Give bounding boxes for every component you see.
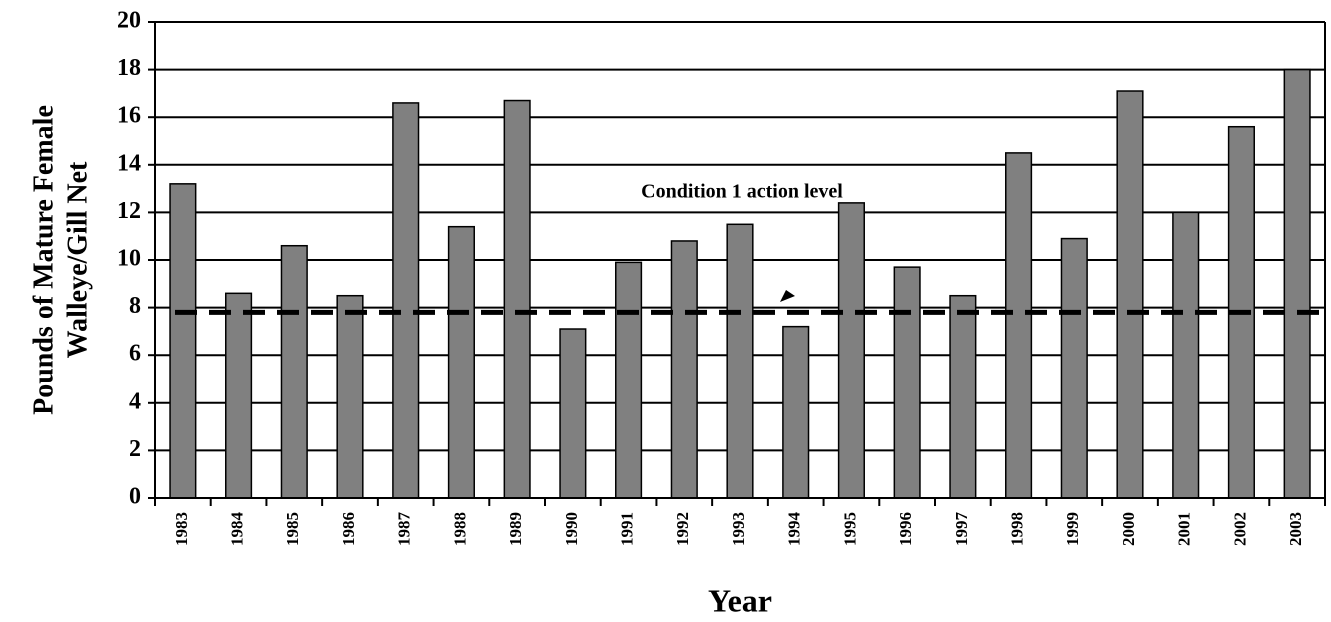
- x-tick-label: 2003: [1286, 512, 1305, 546]
- y-tick-label: 18: [117, 55, 141, 81]
- x-tick-label: 1984: [227, 512, 246, 547]
- x-tick-label: 1999: [1063, 512, 1082, 546]
- x-tick-label: 1988: [450, 512, 469, 546]
- y-tick-label: 6: [129, 341, 141, 367]
- x-tick-label: 1992: [673, 512, 692, 546]
- y-tick-label: 2: [129, 436, 141, 462]
- y-tick-label: 16: [117, 103, 141, 129]
- x-tick-label: 1990: [562, 512, 581, 546]
- y-tick-label: 4: [129, 388, 141, 414]
- x-tick-label: 1993: [729, 512, 748, 546]
- y-tick-label: 10: [117, 246, 141, 272]
- bar: [782, 325, 810, 499]
- x-tick-label: 2002: [1230, 512, 1249, 546]
- bar: [837, 202, 865, 499]
- bar: [225, 292, 253, 499]
- bar: [1060, 237, 1088, 499]
- y-tick-label: 14: [117, 150, 141, 176]
- bar: [726, 223, 754, 499]
- annotation-arrow: [780, 290, 795, 302]
- x-tick-label: 1996: [896, 512, 915, 546]
- x-tick-label: 1998: [1007, 512, 1026, 546]
- x-tick-label: 1994: [785, 512, 804, 547]
- bar: [893, 266, 921, 499]
- y-axis-label: Pounds of Mature Female: [28, 105, 59, 415]
- bar: [615, 261, 643, 499]
- bar: [670, 240, 698, 499]
- bar: [1283, 68, 1311, 499]
- y-axis-label: Walleye/Gill Net: [62, 161, 93, 358]
- x-tick-label: 1989: [506, 512, 525, 546]
- bar: [280, 244, 308, 499]
- x-axis-label: Year: [708, 582, 772, 618]
- bar: [1172, 211, 1200, 499]
- y-tick-label: 12: [117, 198, 141, 224]
- x-tick-label: 1985: [283, 512, 302, 546]
- x-tick-label: 2001: [1175, 512, 1194, 546]
- reference-label: Condition 1 action level: [641, 181, 843, 203]
- x-tick-label: 1986: [339, 512, 358, 546]
- y-tick-label: 0: [129, 484, 141, 510]
- bar: [447, 225, 475, 499]
- x-tick-label: 1997: [952, 512, 971, 547]
- bar: [503, 99, 531, 499]
- bar: [392, 102, 420, 499]
- x-tick-label: 1987: [395, 512, 414, 547]
- x-tick-label: 1991: [617, 512, 636, 546]
- bar: [559, 328, 587, 499]
- bar: [1005, 152, 1033, 499]
- bar: [1116, 90, 1144, 499]
- y-tick-label: 20: [117, 8, 141, 34]
- bar: [336, 294, 364, 499]
- x-tick-label: 2000: [1119, 512, 1138, 546]
- x-tick-label: 1995: [840, 512, 859, 546]
- y-tick-label: 8: [129, 293, 141, 319]
- bar: [949, 294, 977, 499]
- x-tick-label: 1983: [172, 512, 191, 546]
- bar: [169, 183, 197, 499]
